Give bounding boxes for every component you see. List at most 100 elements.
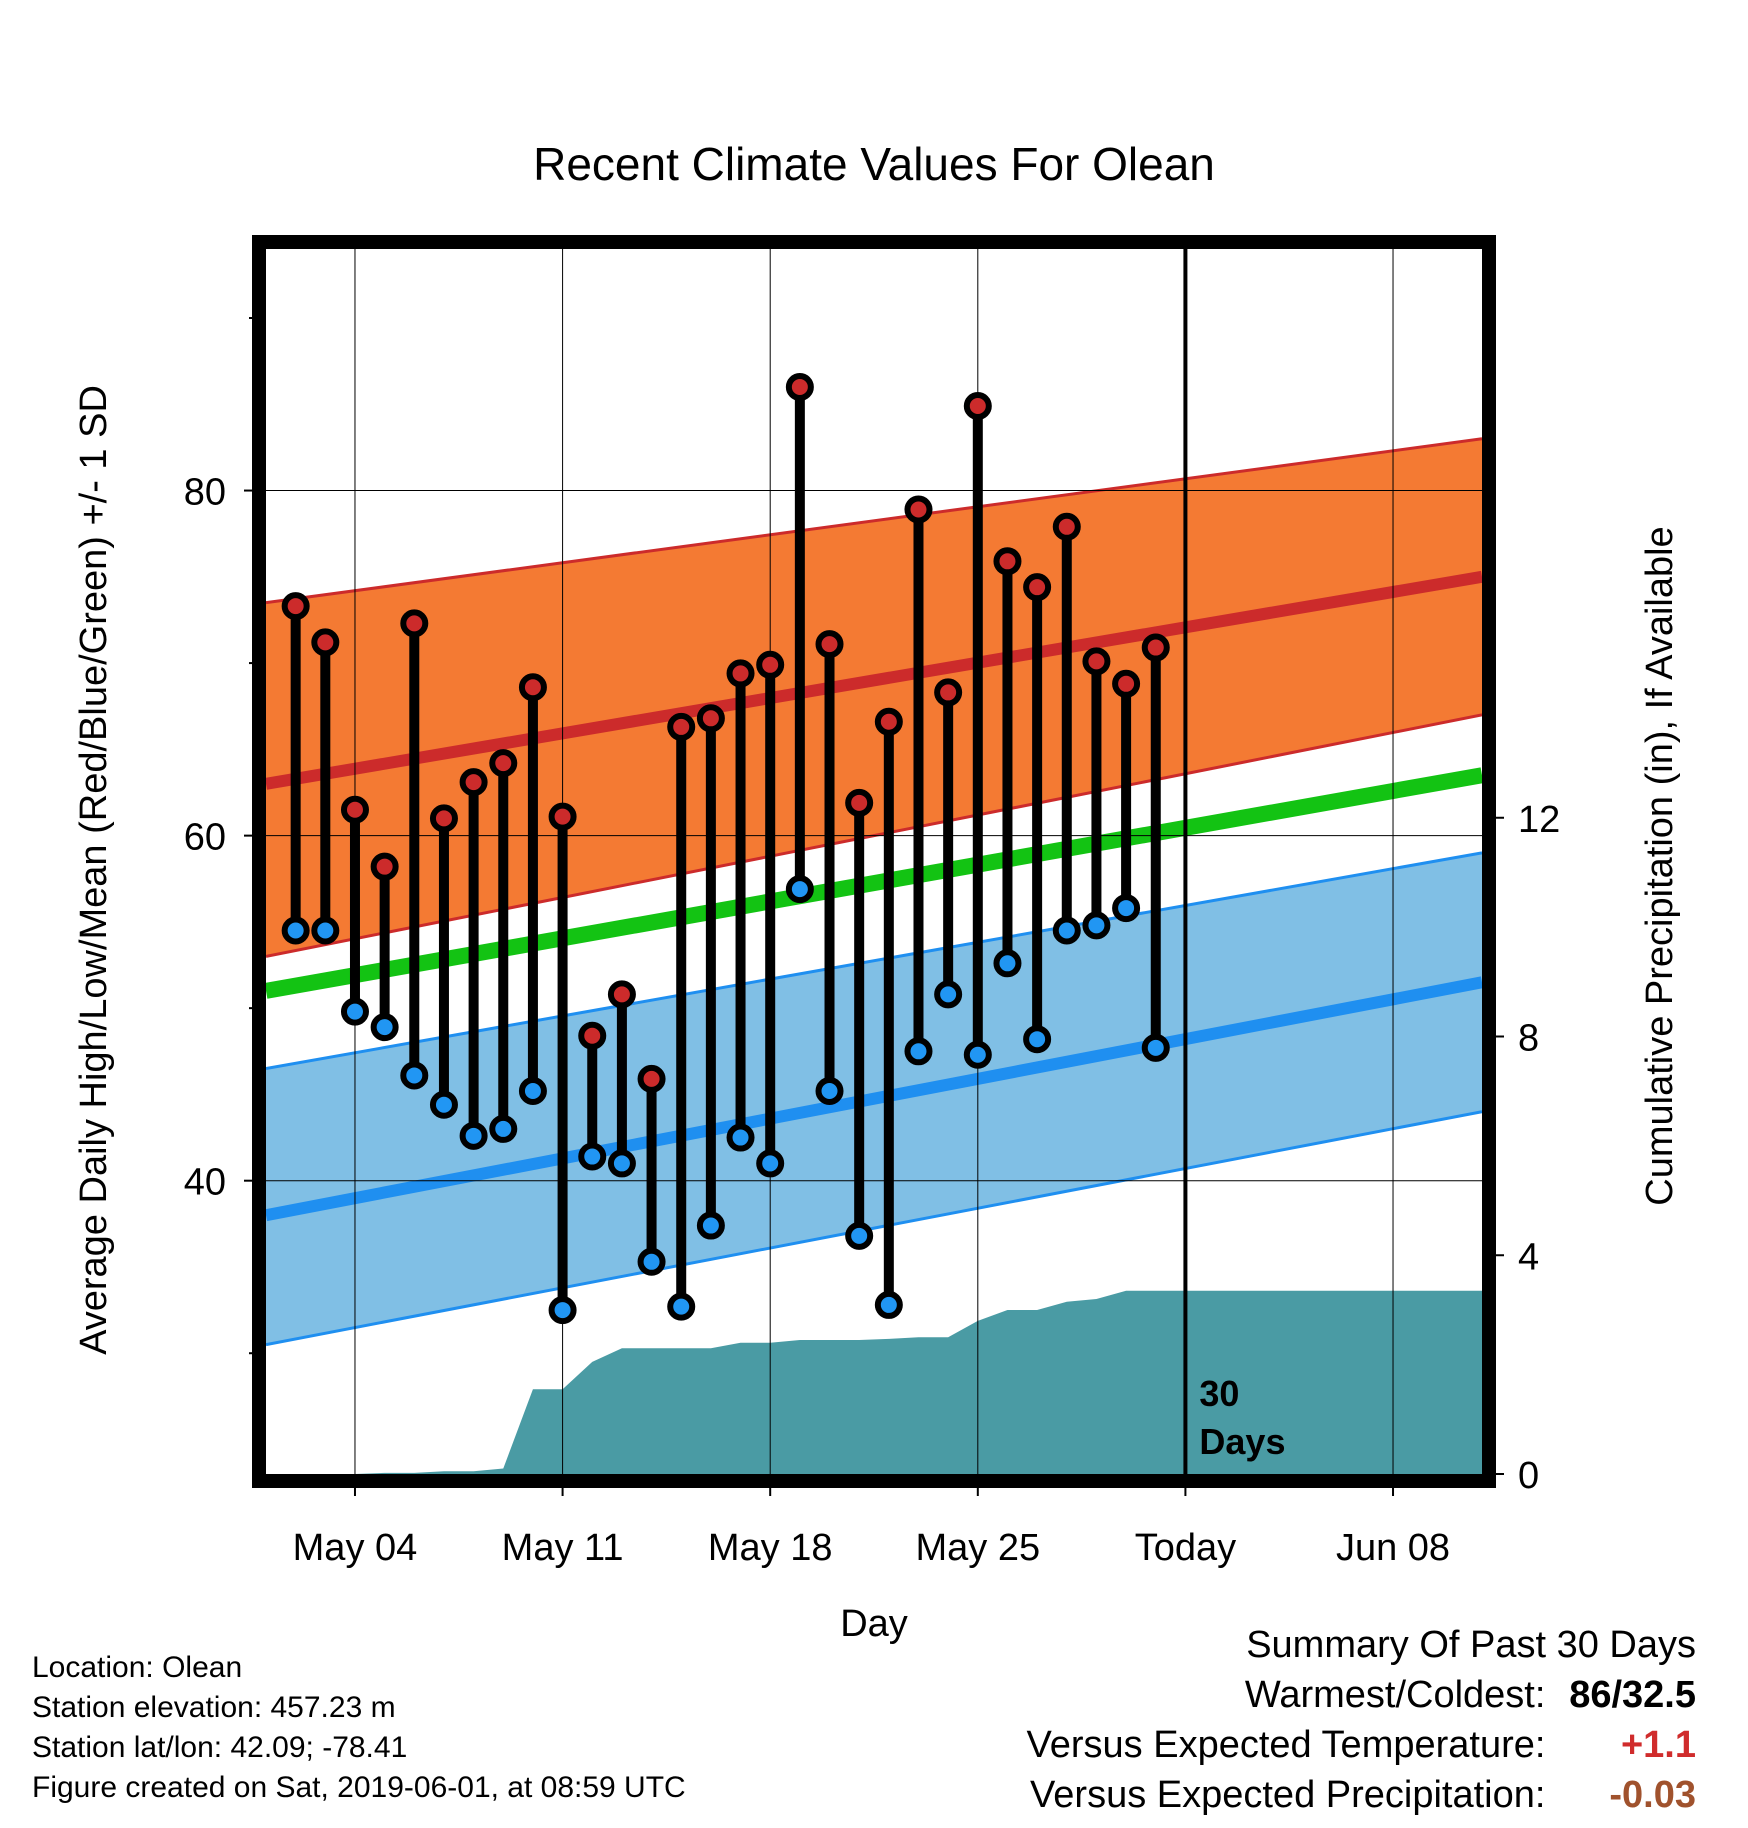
y2-tick-label: 0: [1518, 1455, 1539, 1497]
low-temp-point: [785, 875, 814, 904]
low-temp-point: [489, 1114, 518, 1143]
summary-title: Summary Of Past 30 Days: [1246, 1624, 1696, 1666]
high-temp-point: [578, 1021, 607, 1050]
low-normal-band-lower-edge: [266, 1110, 1482, 1347]
y2-tick-label: 12: [1518, 799, 1560, 841]
location-text: Location: Olean: [32, 1651, 243, 1684]
low-temp-point: [1112, 894, 1141, 923]
elevation-text: Station elevation: 457.23 m: [32, 1691, 396, 1724]
high-normal-band-upper-edge: [266, 437, 1482, 605]
temp-anomaly-value: +1.1: [1620, 1724, 1696, 1766]
high-temp-point: [696, 704, 725, 733]
low-temp-point: [429, 1090, 458, 1119]
high-temp-point: [993, 547, 1022, 576]
high-temp-point: [845, 788, 874, 817]
y2-axis-label: Cumulative Precipitation (in), If Availa…: [1639, 526, 1681, 1205]
precip-anomaly-label: Versus Expected Precipitation:: [1030, 1774, 1546, 1816]
created-text: Figure created on Sat, 2019-06-01, at 08…: [32, 1771, 686, 1804]
high-temp-point: [400, 609, 429, 638]
high-temp-point: [518, 673, 547, 702]
x-tick-label: May 04: [293, 1527, 418, 1569]
today-label-days: Days: [1199, 1421, 1285, 1462]
low-temp-point: [1141, 1033, 1170, 1062]
high-temp-point: [1082, 647, 1111, 676]
high-temp-point: [311, 628, 340, 657]
high-temp-point: [1112, 669, 1141, 698]
low-temp-point: [993, 949, 1022, 978]
x-tick-label: Jun 08: [1336, 1527, 1450, 1569]
warmest-coldest-value: 86/32.5: [1569, 1674, 1696, 1716]
low-temp-point: [963, 1040, 992, 1069]
summary-row-temp: Versus Expected Temperature: +1.1: [1027, 1720, 1696, 1770]
low-temp-point: [340, 997, 369, 1026]
low-temp-point: [726, 1123, 755, 1152]
low-temp-point: [1023, 1025, 1052, 1054]
high-temp-point: [667, 712, 696, 741]
low-temp-point: [637, 1247, 666, 1276]
high-temp-point: [637, 1064, 666, 1093]
precip-anomaly-value: -0.03: [1609, 1774, 1696, 1816]
high-temp-point: [370, 852, 399, 881]
low-temp-point: [1082, 911, 1111, 940]
high-temp-point: [785, 373, 814, 402]
x-tick-label: Today: [1135, 1527, 1236, 1569]
y-tick-label: 40: [184, 1162, 226, 1204]
low-temp-point: [281, 916, 310, 945]
y-tick-label: 80: [184, 472, 226, 514]
low-temp-point: [607, 1149, 636, 1178]
low-temp-point: [370, 1013, 399, 1042]
low-temp-point: [815, 1076, 844, 1105]
low-temp-point: [459, 1121, 488, 1150]
summary-row-precip: Versus Expected Precipitation: -0.03: [1027, 1770, 1696, 1820]
low-temp-point: [696, 1211, 725, 1240]
low-temp-point: [311, 916, 340, 945]
high-mean-line: [266, 570, 1482, 790]
temp-anomaly-label: Versus Expected Temperature:: [1026, 1724, 1546, 1766]
low-temp-point: [578, 1142, 607, 1171]
high-temp-point: [340, 795, 369, 824]
high-temp-point: [815, 630, 844, 659]
low-temp-point: [756, 1149, 785, 1178]
high-temp-point: [548, 802, 577, 831]
high-temp-point: [459, 768, 488, 797]
high-temp-point: [281, 592, 310, 621]
high-temp-point: [934, 678, 963, 707]
low-temp-point: [548, 1296, 577, 1325]
warmest-coldest-label: Warmest/Coldest:: [1244, 1674, 1546, 1716]
latlon-text: Station lat/lon: 42.09; -78.41: [32, 1731, 408, 1764]
today-label-days-count: 30: [1199, 1373, 1239, 1414]
low-temp-point: [1052, 916, 1081, 945]
high-temp-point: [607, 980, 636, 1009]
y-axis-label: Average Daily High/Low/Mean (Red/Blue/Gr…: [73, 385, 115, 1355]
x-tick-label: May 18: [708, 1527, 833, 1569]
x-tick-label: May 11: [502, 1527, 624, 1569]
high-temp-point: [874, 707, 903, 736]
x-axis-label: Day: [840, 1603, 908, 1645]
high-temp-point: [429, 804, 458, 833]
y-tick-label: 60: [184, 817, 226, 859]
low-temp-point: [518, 1076, 547, 1105]
high-temp-point: [1141, 633, 1170, 662]
high-temp-point: [726, 659, 755, 688]
high-temp-point: [489, 749, 518, 778]
high-temp-point: [963, 392, 992, 421]
plot-frame: [252, 235, 1496, 1488]
summary-panel: Summary Of Past 30 Days Warmest/Coldest:…: [1027, 1620, 1696, 1820]
low-temp-point: [667, 1292, 696, 1321]
low-temp-point: [400, 1061, 429, 1090]
low-temp-point: [934, 980, 963, 1009]
low-temp-point: [874, 1290, 903, 1319]
x-tick-label: May 25: [915, 1527, 1040, 1569]
plot-area: 30 Days: [266, 249, 1482, 1474]
high-temp-point: [1023, 573, 1052, 602]
low-temp-point: [845, 1221, 874, 1250]
station-info: Location: Olean Station elevation: 457.2…: [32, 1648, 686, 1808]
high-temp-point: [904, 495, 933, 524]
chart-title: Recent Climate Values For Olean: [533, 138, 1215, 190]
low-mean-line: [266, 976, 1482, 1222]
summary-row-extremes: Warmest/Coldest: 86/32.5: [1027, 1670, 1696, 1720]
high-temp-point: [1052, 512, 1081, 541]
low-temp-point: [904, 1037, 933, 1066]
y2-tick-label: 4: [1518, 1236, 1539, 1278]
